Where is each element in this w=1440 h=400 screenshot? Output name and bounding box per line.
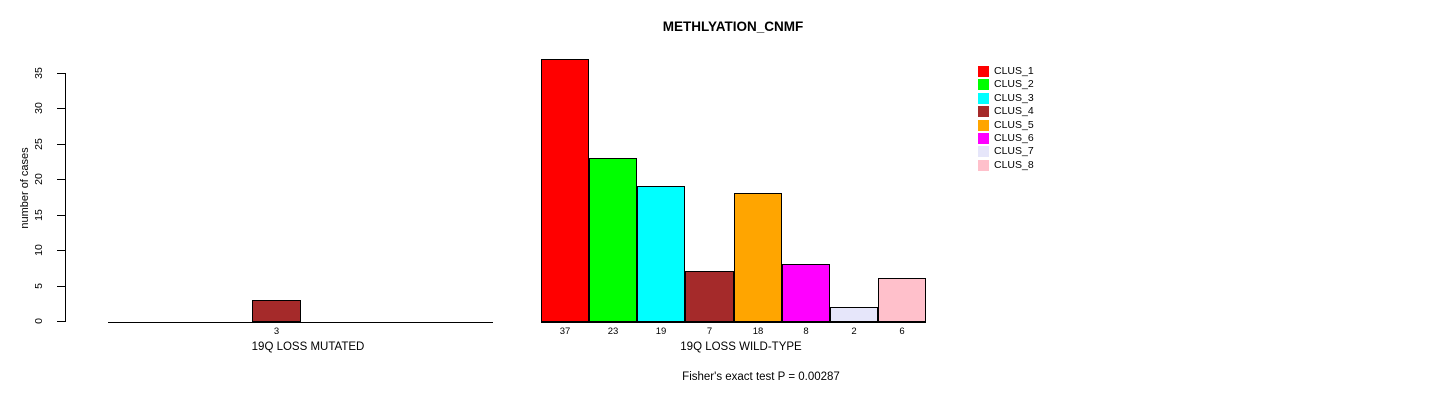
legend-label-clus_5: CLUS_5 <box>994 119 1034 131</box>
y-tick-mark <box>57 215 65 216</box>
legend-label-clus_6: CLUS_6 <box>994 132 1034 144</box>
legend-swatch-clus_7 <box>978 146 989 157</box>
y-axis-label: number of cases <box>19 147 31 229</box>
fisher-test-footnote: Fisher's exact test P = 0.00287 <box>682 371 840 383</box>
y-tick-label: 10 <box>33 244 45 256</box>
bar-value-label: 18 <box>752 326 764 337</box>
legend-swatch-clus_2 <box>978 79 989 90</box>
group-label-mutated: 19Q LOSS MUTATED <box>251 341 365 353</box>
legend-swatch-clus_4 <box>978 106 989 117</box>
bar-value-label: 23 <box>607 326 619 337</box>
y-tick-label: 25 <box>33 138 45 150</box>
bar-clus_8 <box>878 278 926 322</box>
legend-label-clus_3: CLUS_3 <box>994 92 1034 104</box>
y-tick-mark <box>57 286 65 287</box>
bar-value-label: 3 <box>273 326 280 337</box>
legend-swatch-clus_6 <box>978 133 989 144</box>
y-tick-label: 30 <box>33 102 45 114</box>
group-label-wildtype: 19Q LOSS WILD-TYPE <box>680 341 802 353</box>
bar-value-label: 7 <box>706 326 713 337</box>
legend-label-clus_4: CLUS_4 <box>994 105 1034 117</box>
bar-clus_1 <box>541 59 589 322</box>
y-tick-mark <box>57 321 65 322</box>
bar-clus_4 <box>252 300 301 322</box>
legend-swatch-clus_5 <box>978 120 989 131</box>
y-tick-mark <box>57 179 65 180</box>
x-axis-baseline <box>108 322 493 323</box>
legend-label-clus_7: CLUS_7 <box>994 145 1034 157</box>
bar-clus_3 <box>637 186 685 322</box>
legend-swatch-clus_8 <box>978 160 989 171</box>
y-tick-label: 20 <box>33 173 45 185</box>
y-tick-label: 5 <box>33 283 45 289</box>
bar-clus_6 <box>782 264 830 322</box>
bar-value-label: 19 <box>655 326 667 337</box>
legend-label-clus_8: CLUS_8 <box>994 159 1034 171</box>
x-axis-baseline <box>541 322 926 323</box>
chart-title: METHLYATION_CNMF <box>662 19 804 34</box>
bar-value-label: 2 <box>851 326 857 337</box>
bar-clus_2 <box>589 158 637 322</box>
bar-clus_7 <box>830 307 878 322</box>
y-tick-mark <box>57 73 65 74</box>
bar-clus_4 <box>685 271 734 322</box>
legend-label-clus_2: CLUS_2 <box>994 78 1034 90</box>
y-tick-label: 15 <box>33 209 45 221</box>
y-tick-mark <box>57 250 65 251</box>
bar-value-label: 37 <box>559 326 571 337</box>
bar-value-label: 6 <box>899 326 905 337</box>
y-axis-line <box>65 73 66 322</box>
legend-label-clus_1: CLUS_1 <box>994 65 1034 77</box>
legend-swatch-clus_1 <box>978 66 989 77</box>
y-tick-mark <box>57 144 65 145</box>
legend-swatch-clus_3 <box>978 93 989 104</box>
y-tick-mark <box>57 108 65 109</box>
bar-value-label: 8 <box>803 326 809 337</box>
y-tick-label: 35 <box>33 67 45 79</box>
y-tick-label: 0 <box>33 318 45 324</box>
bar-clus_5 <box>734 193 782 322</box>
